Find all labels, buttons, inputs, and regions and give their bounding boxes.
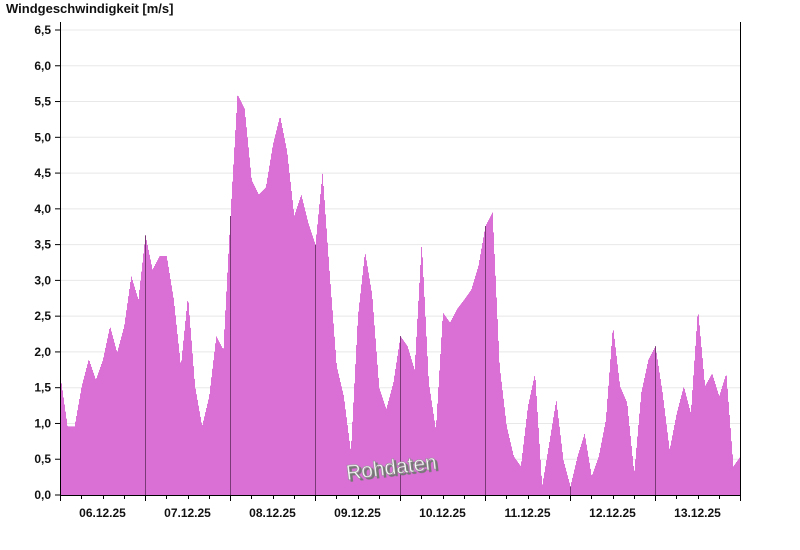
y-tick-label: 1,0 [34,416,51,430]
y-tick-label: 4,0 [34,202,51,216]
y-tick-label: 5,5 [34,95,51,109]
chart-title: Windgeschwindigkeit [m/s] [6,1,174,16]
y-tick-label: 6,0 [34,59,51,73]
y-tick-label: 0,0 [34,488,51,502]
x-tick-label: 12.12.25 [589,506,636,520]
y-tick-label: 4,5 [34,166,51,180]
x-tick-label: 13.12.25 [674,506,721,520]
y-tick-label: 3,0 [34,273,51,287]
y-tick-label: 2,5 [34,309,51,323]
x-tick-label: 06.12.25 [79,506,126,520]
y-tick-label: 6,5 [34,23,51,37]
y-tick-label: 0,5 [34,452,51,466]
y-tick-label: 5,0 [34,130,51,144]
x-tick-label: 10.12.25 [419,506,466,520]
y-tick-label: 3,5 [34,238,51,252]
y-tick-label: 1,5 [34,381,51,395]
x-tick-label: 11.12.25 [504,506,550,520]
y-tick-label: 2,0 [34,345,51,359]
x-tick-label: 09.12.25 [334,506,381,520]
x-tick-label: 07.12.25 [164,506,211,520]
x-tick-label: 08.12.25 [249,506,296,520]
